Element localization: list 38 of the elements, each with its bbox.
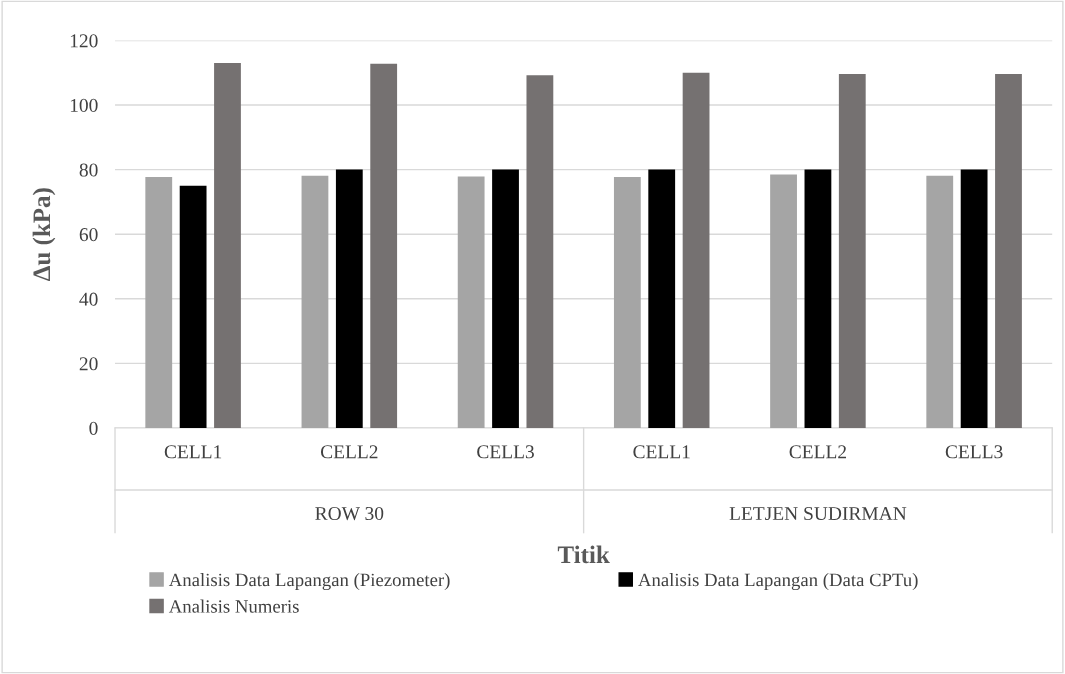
x-tick-label: CELL2 [789,445,847,459]
y-tick-label: 100 [70,98,98,112]
y-axis-title: Δu (kPa) [32,188,56,281]
bar [682,72,710,428]
y-tick-label: 60 [79,228,98,242]
bar [457,176,485,428]
legend-label: Analisis Data Lapangan (Data CPTu) [638,573,918,591]
bar [179,185,207,428]
bar [526,75,554,428]
y-tick-label: 80 [79,163,98,177]
legend-label: Analisis Numeris [168,599,299,613]
bar [335,169,363,428]
bar [770,174,797,428]
x-tick-label: CELL1 [633,445,690,459]
y-tick-label: 20 [79,357,98,371]
x-tick-label: CELL1 [164,445,222,459]
x-tick-label: CELL3 [945,445,1003,459]
bar [145,177,173,428]
bar [214,63,241,428]
y-tick-label: 0 [89,421,98,435]
x-axis-title: Titik [557,545,610,564]
y-tick-label: 120 [70,34,98,48]
y-tick-label: 40 [79,292,98,306]
text: LETJEN SUDIRMAN [729,506,907,521]
legend-label: Analisis Data Lapangan (Piezometer) [168,573,450,591]
bar [301,175,329,428]
bar [995,74,1022,428]
x-tick-label: CELL2 [320,445,378,459]
bar [926,175,954,428]
bar [804,169,832,428]
bar [613,177,641,428]
x-tick-label: CELL3 [477,445,534,459]
bar [492,169,519,428]
bar [960,169,988,428]
text: ROW 30 [315,506,384,521]
bar [370,63,398,428]
bar [648,169,676,428]
bar [838,74,866,428]
